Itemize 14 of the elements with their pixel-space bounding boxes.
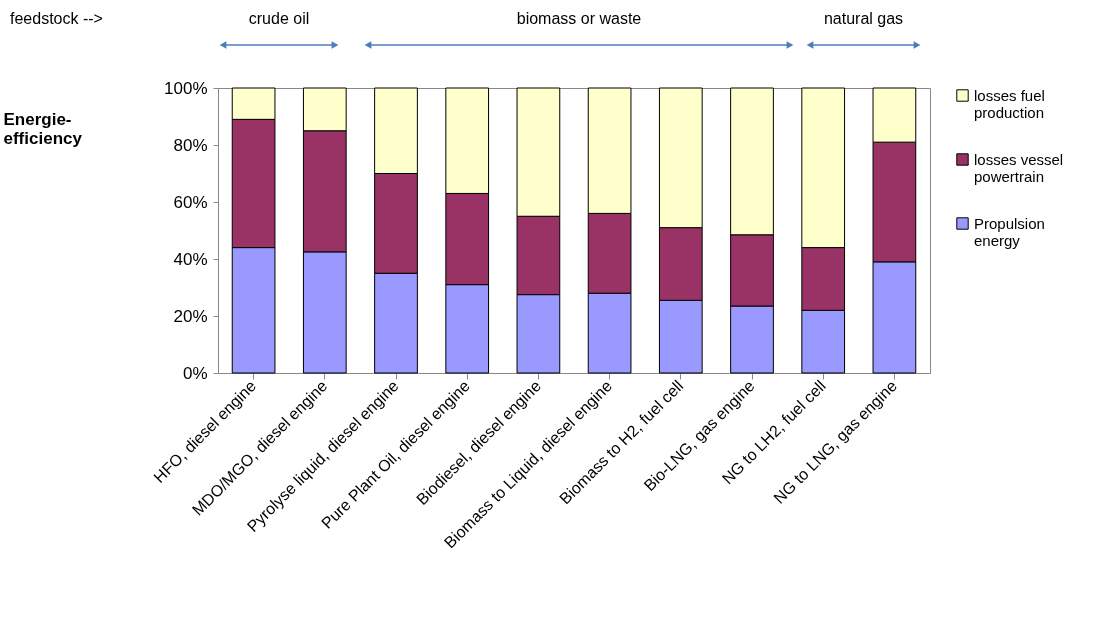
text: biomass or waste (516, 10, 642, 27)
y-tick-label: 80% (173, 135, 208, 155)
text: crude oil (248, 10, 310, 27)
text: feedstock --> (10, 10, 103, 27)
text: natural gas (823, 10, 904, 27)
legend-label: Propulsion energy (974, 214, 1045, 249)
legend-label: losses fuel production (974, 86, 1045, 121)
y-tick-label: 0% (182, 363, 208, 383)
y-tick-label: 20% (173, 306, 208, 326)
legend-label: losses vessel powertrain (974, 150, 1064, 185)
y-tick-label: 100% (164, 78, 208, 98)
y-tick-label: 40% (173, 249, 208, 269)
y-tick-label: 60% (173, 192, 208, 212)
y-axis-title: Energie-efficiency (3, 109, 83, 148)
